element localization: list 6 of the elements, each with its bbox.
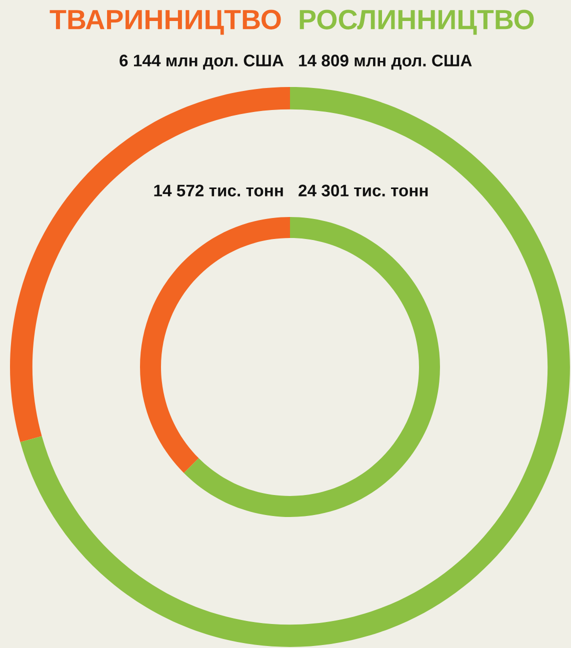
data-label: 24 301 тис. тонн xyxy=(298,184,428,196)
data-label: 14 809 млн дол. США xyxy=(299,54,472,70)
slice-label: РОСЛИННИЦТВО xyxy=(300,10,534,35)
data-label: 6 144 млн дол. США xyxy=(120,54,284,70)
slice-label: ТВАРИННИЦТВО xyxy=(50,10,281,35)
data-label: 14 572 тис. тонн xyxy=(154,184,283,196)
